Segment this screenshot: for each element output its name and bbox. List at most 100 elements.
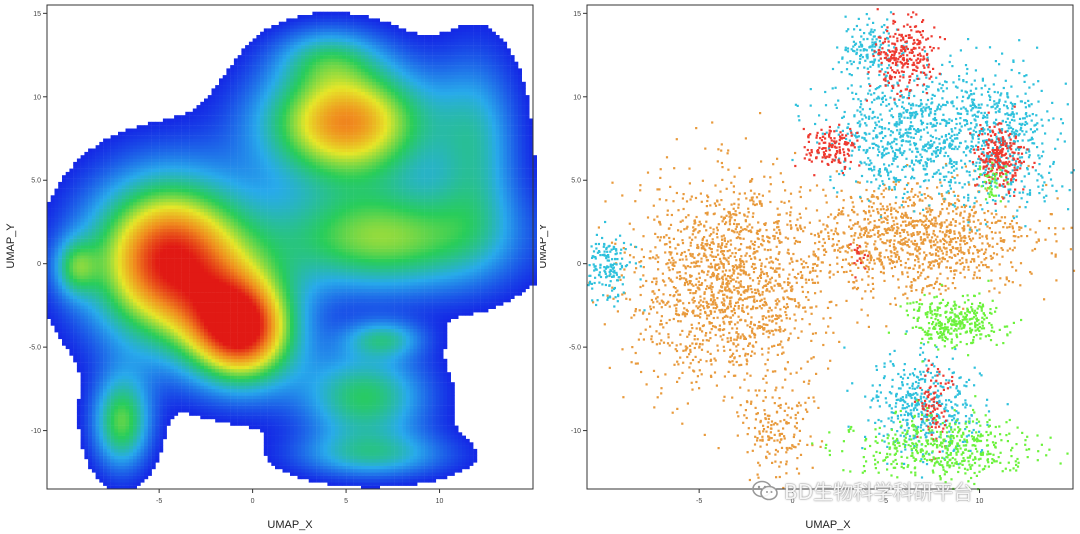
density-cell [245,91,250,96]
density-cell [196,242,201,246]
density-cell [237,365,242,370]
density-cell [50,265,55,269]
density-cell [192,141,197,146]
density-cell [159,418,164,423]
density-cell [95,265,100,269]
density-cell [200,222,205,226]
density-cell [95,158,100,163]
density-cell [237,161,242,166]
density-cell [99,262,104,266]
density-cell [192,332,197,336]
density-cell [144,131,149,136]
density-cell [80,318,85,323]
density-cell [222,111,227,116]
density-cell [121,408,126,413]
density-cell [129,208,134,213]
density-cell [155,242,160,246]
density-cell [237,148,242,153]
density-cell [91,168,96,173]
density-cell [162,185,167,189]
density-cell [222,135,227,139]
density-cell [166,272,171,276]
density-cell [200,328,205,333]
density-cell [118,245,122,249]
density-cell [230,95,235,99]
density-cell [245,375,250,380]
density-cell [196,395,201,400]
density-cell [189,218,194,223]
density-cell [177,398,182,403]
density-cell [110,278,115,283]
density-cell [226,395,231,400]
density-cell [177,402,182,406]
density-cell [88,168,93,173]
density-cell [189,345,194,350]
density-cell [95,205,100,209]
density-cell [170,335,175,340]
density-cell [84,242,89,246]
density-cell [204,245,208,249]
density-cell [69,245,74,249]
density-cell [170,201,175,206]
density-cell [237,402,242,406]
density-cell [189,305,194,309]
density-cell [140,178,145,183]
density-cell [125,469,130,473]
density-cell [233,71,238,76]
density-cell [177,275,182,279]
density-cell [155,352,160,356]
density-cell [118,432,122,436]
density-cell [140,168,145,173]
density-cell [189,288,194,293]
density-cell [69,275,74,279]
density-cell [222,81,227,86]
density-cell [185,131,190,136]
density-cell [181,215,186,219]
density-cell [136,218,141,223]
density-cell [95,335,100,340]
density-cell [118,288,122,293]
density-cell [219,78,223,82]
density-cell [174,278,179,283]
density-cell [106,475,111,480]
density-cell [159,405,164,410]
density-cell [125,178,130,183]
density-cell [69,298,74,303]
density-cell [136,148,141,153]
density-cell [233,95,238,99]
density-cell [76,425,81,430]
density-cell [103,422,108,426]
density-cell [58,195,63,199]
density-cell [69,322,74,326]
density-cell [99,479,104,483]
density-cell [185,181,190,186]
density-cell [189,228,194,233]
density-cell [91,435,96,440]
density-cell [84,302,89,306]
density-cell [125,335,130,340]
density-cell [125,148,130,153]
density-cell [174,382,179,386]
density-cell [237,238,242,243]
density-cell [133,228,137,233]
density-cell [65,195,70,199]
density-cell [114,388,119,393]
density-cell [222,298,227,303]
density-cell [196,248,201,253]
density-cell [174,312,179,316]
density-cell [118,238,122,243]
density-cell [166,275,171,279]
density-cell [233,78,238,82]
density-cell [245,158,250,163]
density-cell [73,295,78,299]
density-cell [54,298,59,303]
density-cell [204,298,208,303]
density-cell [226,305,231,309]
density-cell [84,375,89,380]
density-cell [192,185,197,189]
density-cell [91,255,96,259]
density-cell [230,101,235,106]
density-cell [222,228,227,233]
density-cell [162,191,167,196]
density-cell [155,191,160,196]
